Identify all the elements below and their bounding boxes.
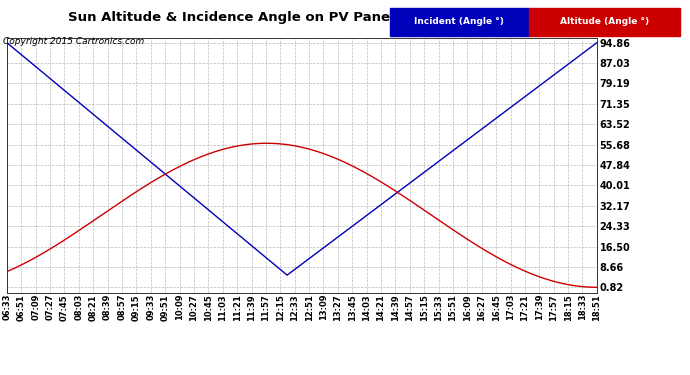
Text: Sun Altitude & Incidence Angle on PV Panels Tue Apr 7 18:57: Sun Altitude & Incidence Angle on PV Pan… (68, 11, 525, 24)
Text: Altitude (Angle °): Altitude (Angle °) (560, 17, 649, 26)
Text: Copyright 2015 Cartronics.com: Copyright 2015 Cartronics.com (3, 38, 145, 46)
Text: Incident (Angle °): Incident (Angle °) (415, 17, 504, 26)
